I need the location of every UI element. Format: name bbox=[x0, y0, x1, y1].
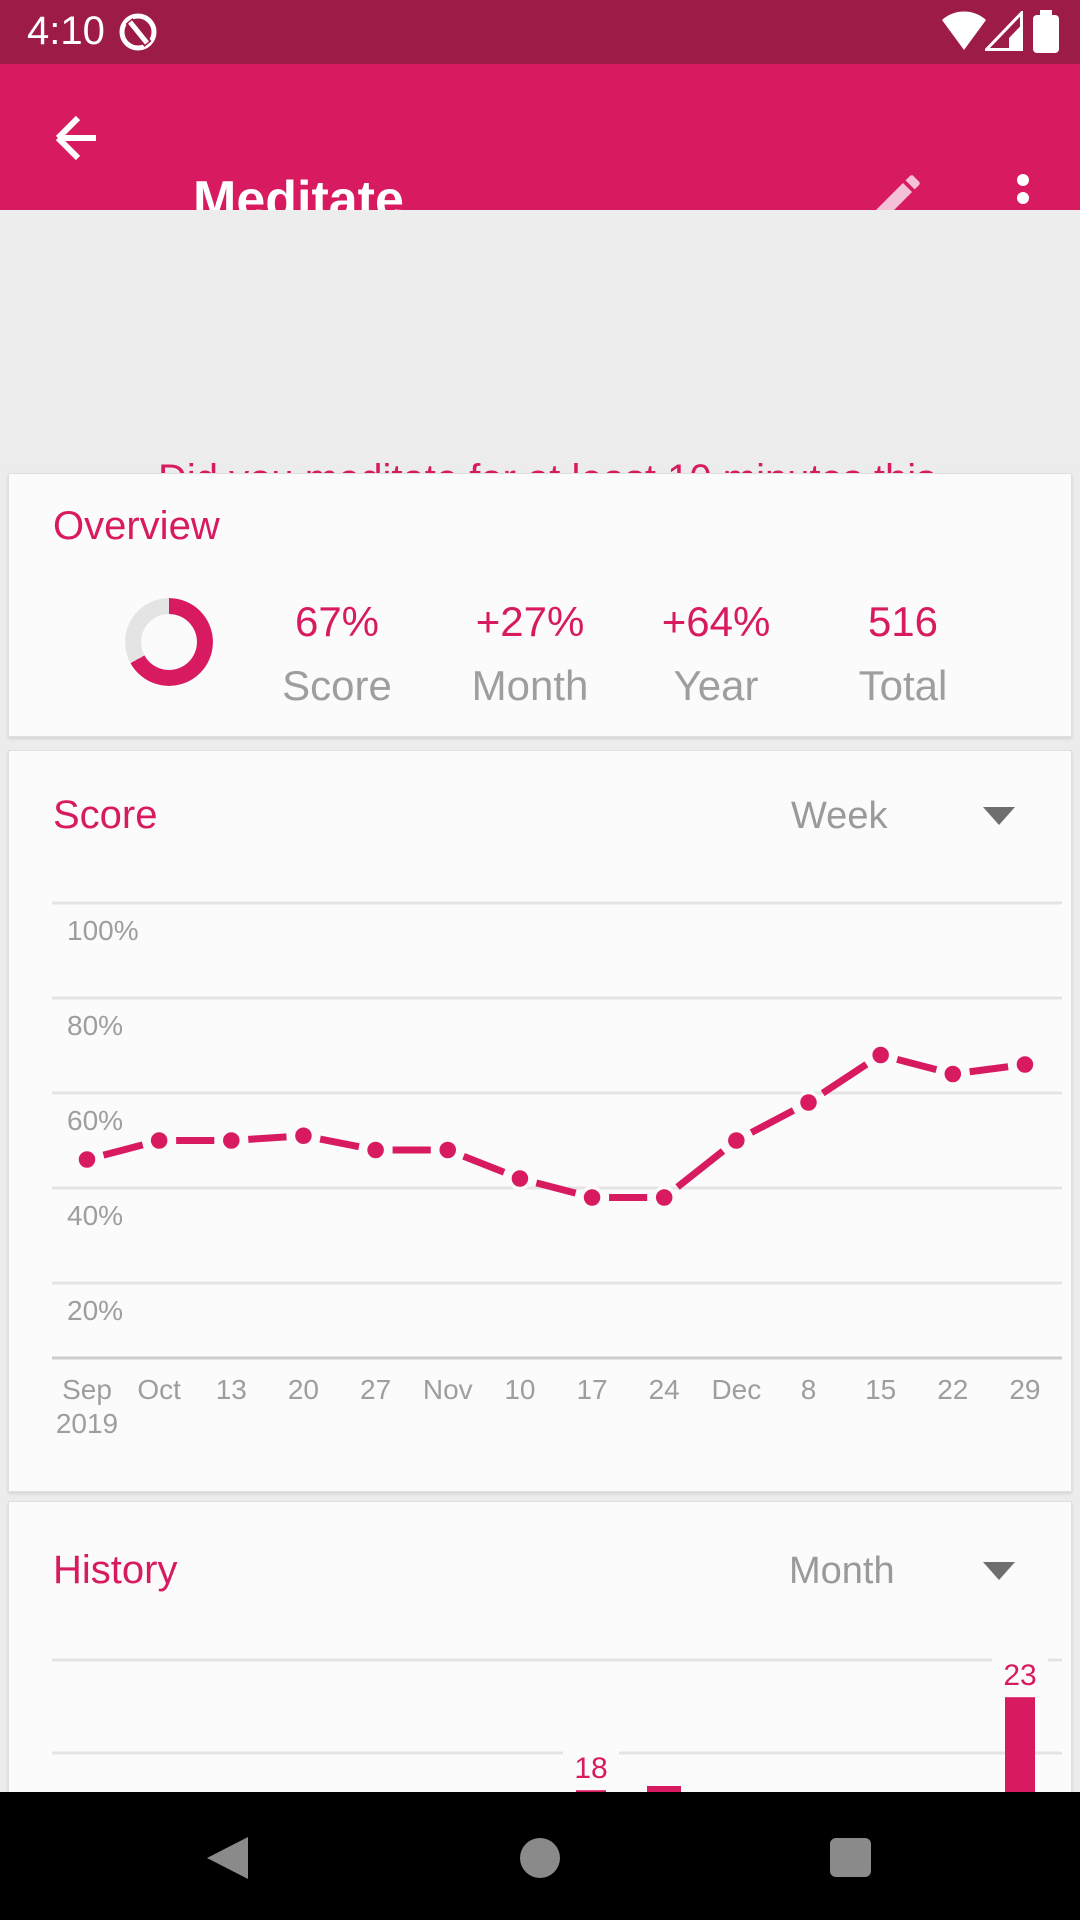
stat-month-value: +27% bbox=[475, 598, 585, 645]
svg-text:80%: 80% bbox=[67, 1010, 123, 1041]
svg-text:27: 27 bbox=[360, 1374, 391, 1405]
back-arrow-icon[interactable] bbox=[50, 112, 102, 164]
stat-year: +64% Year bbox=[616, 598, 816, 710]
svg-text:22: 22 bbox=[937, 1374, 968, 1405]
stat-year-label: Year bbox=[673, 662, 759, 709]
android-nav-bar bbox=[0, 1792, 1080, 1920]
cell-signal-icon bbox=[985, 11, 1023, 51]
history-period-dropdown-icon[interactable] bbox=[983, 1562, 1015, 1580]
score-title: Score bbox=[53, 793, 158, 837]
edit-pencil-icon[interactable] bbox=[869, 168, 927, 226]
stat-score-label: Score bbox=[282, 662, 392, 709]
svg-text:23: 23 bbox=[1003, 1659, 1036, 1692]
score-card: Score Week bbox=[8, 750, 1072, 1492]
svg-text:17: 17 bbox=[576, 1374, 607, 1405]
stat-score-value: 67% bbox=[294, 598, 380, 645]
app-bar: Meditate bbox=[0, 64, 1080, 229]
wifi-icon bbox=[942, 11, 986, 50]
svg-text:24: 24 bbox=[649, 1374, 680, 1405]
svg-text:8: 8 bbox=[801, 1374, 817, 1405]
svg-text:10: 10 bbox=[504, 1374, 535, 1405]
svg-text:Oct: Oct bbox=[137, 1374, 181, 1405]
history-period-selector[interactable]: Month bbox=[789, 1550, 895, 1592]
stat-total-value: 516 bbox=[867, 598, 939, 645]
svg-text:2019: 2019 bbox=[56, 1408, 118, 1439]
score-line-chart: 100% 80% 60% 40% 20% Sep Oct 13 20 27 Nov 10 17 24 Dec… bbox=[52, 901, 1062, 1439]
nav-home-icon[interactable] bbox=[519, 1837, 561, 1879]
svg-text:100%: 100% bbox=[67, 915, 139, 946]
svg-text:Dec: Dec bbox=[711, 1374, 761, 1405]
svg-text:13: 13 bbox=[216, 1374, 247, 1405]
score-period-dropdown-icon[interactable] bbox=[983, 807, 1015, 825]
nav-back-icon[interactable] bbox=[207, 1837, 249, 1879]
stat-total: 516 Total bbox=[803, 598, 1003, 710]
overview-title: Overview bbox=[53, 504, 220, 548]
stat-score: 67% Score bbox=[237, 598, 437, 710]
svg-text:Nov: Nov bbox=[423, 1374, 473, 1405]
svg-text:29: 29 bbox=[1009, 1374, 1040, 1405]
svg-text:18: 18 bbox=[574, 1752, 607, 1785]
habit-question-section: Did you meditate for at least 10 minutes… bbox=[0, 210, 1080, 636]
notification-circle-slash-icon bbox=[119, 13, 157, 51]
svg-text:20: 20 bbox=[288, 1374, 319, 1405]
stat-month-label: Month bbox=[471, 662, 589, 709]
nav-recents-icon[interactable] bbox=[830, 1838, 872, 1878]
history-title: History bbox=[53, 1548, 178, 1592]
stat-year-value: +64% bbox=[661, 598, 771, 645]
svg-text:15: 15 bbox=[865, 1374, 896, 1405]
partial-label-sliver bbox=[647, 1786, 681, 1794]
stat-month: +27% Month bbox=[430, 598, 630, 710]
svg-text:Sep: Sep bbox=[62, 1374, 112, 1405]
score-ring bbox=[125, 598, 213, 686]
battery-icon bbox=[1033, 10, 1059, 53]
svg-text:40%: 40% bbox=[67, 1200, 123, 1231]
svg-text:60%: 60% bbox=[67, 1105, 123, 1136]
status-bar: 4:10 bbox=[0, 0, 1080, 64]
stat-total-label: Total bbox=[858, 662, 948, 709]
status-time: 4:10 bbox=[27, 9, 105, 53]
score-period-selector[interactable]: Week bbox=[791, 795, 888, 837]
svg-text:20%: 20% bbox=[67, 1295, 123, 1326]
